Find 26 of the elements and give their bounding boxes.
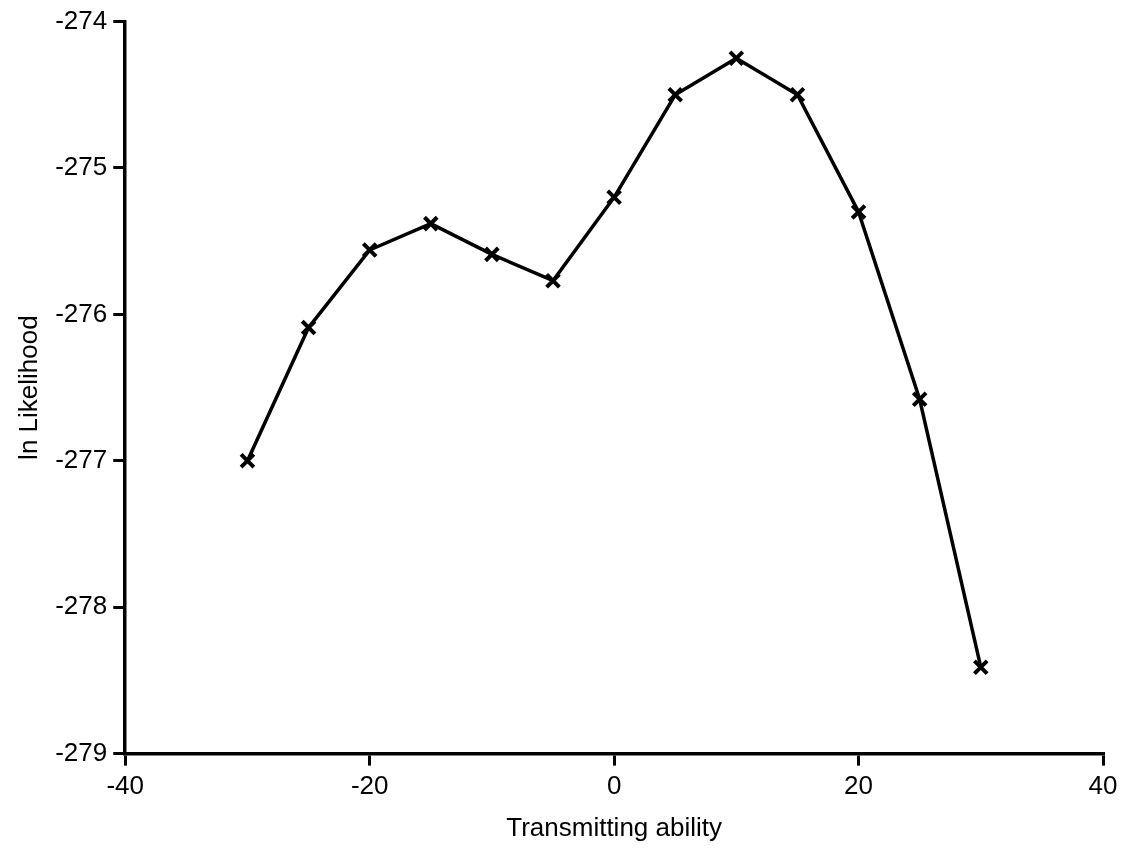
y-tick-label: -275 bbox=[55, 151, 108, 182]
point bbox=[911, 390, 929, 408]
y-tick-label: -274 bbox=[55, 4, 108, 35]
y-tick-label: -277 bbox=[55, 443, 108, 474]
point bbox=[666, 86, 684, 104]
point bbox=[361, 241, 379, 259]
x-tick-label: 0 bbox=[606, 770, 622, 801]
point bbox=[300, 319, 317, 336]
point bbox=[972, 658, 990, 676]
x-axis-title: Transmitting ability bbox=[506, 811, 723, 842]
x-tick-label: -20 bbox=[350, 770, 389, 801]
x-tick-label: 20 bbox=[844, 770, 874, 801]
y-tick-label: -279 bbox=[55, 736, 108, 767]
point bbox=[727, 49, 745, 67]
x-tick-label: 40 bbox=[1088, 770, 1118, 801]
point bbox=[850, 203, 867, 221]
point bbox=[605, 188, 623, 206]
y-axis-title: ln Likelihood bbox=[12, 315, 43, 460]
point bbox=[422, 215, 440, 232]
point bbox=[789, 86, 806, 104]
x-tick-label: -40 bbox=[106, 770, 145, 801]
y-tick-label: -276 bbox=[55, 297, 108, 328]
y-tick-label: -278 bbox=[55, 590, 108, 621]
point bbox=[544, 272, 562, 290]
point bbox=[483, 246, 501, 263]
point bbox=[239, 452, 256, 470]
